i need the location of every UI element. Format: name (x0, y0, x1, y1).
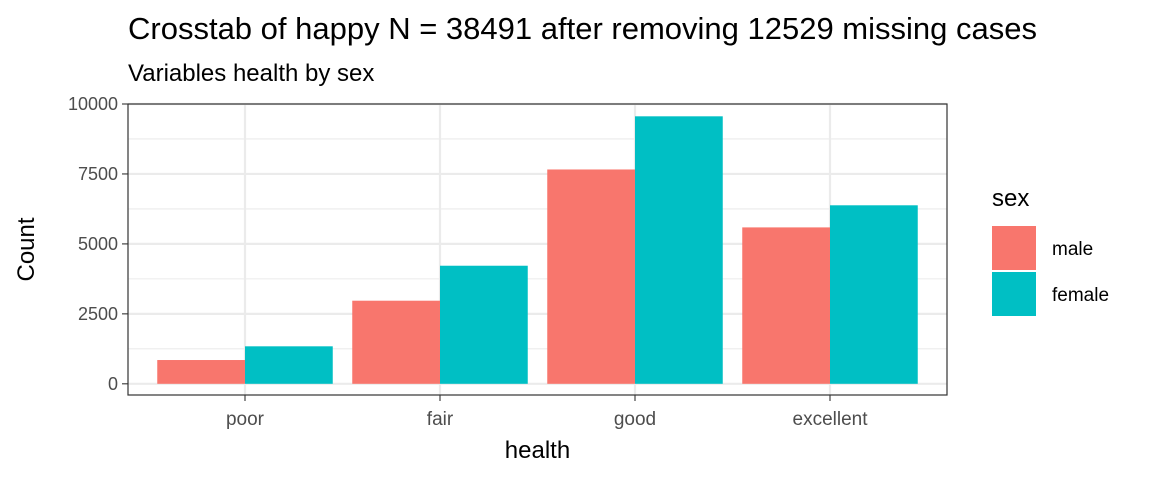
legend-label-female: female (1052, 285, 1109, 306)
legend-key-female (992, 272, 1036, 316)
chart-title: Crosstab of happy N = 38491 after removi… (128, 11, 1037, 46)
bar-male-excellent (742, 227, 830, 384)
y-tick-label: 10000 (68, 94, 118, 114)
x-tick-label: good (614, 409, 656, 430)
legend-label-male: male (1052, 239, 1093, 260)
x-axis-title: health (505, 437, 570, 464)
x-tick-label: excellent (793, 409, 869, 430)
chart-subtitle: Variables health by sex (128, 60, 375, 87)
bar-male-fair (352, 300, 440, 384)
y-tick-label: 2500 (78, 304, 118, 324)
bar-female-fair (440, 265, 528, 384)
bar-female-excellent (830, 205, 918, 384)
x-tick-label: fair (427, 409, 454, 430)
legend: sex male female (992, 185, 1109, 316)
x-tick-label: poor (226, 409, 265, 430)
panel-border (127, 103, 948, 396)
bars (157, 116, 918, 384)
legend-title: sex (992, 185, 1029, 212)
bar-female-poor (245, 346, 333, 384)
bar-female-good (635, 116, 723, 384)
bar-male-poor (157, 360, 245, 384)
y-axis-title: Count (13, 217, 40, 281)
y-tick-label: 7500 (78, 164, 118, 184)
y-tick-label: 0 (108, 374, 118, 394)
axes: 0 2500 5000 7500 10000 poor fair good excellent (68, 94, 868, 430)
y-tick-label: 5000 (78, 234, 118, 254)
bar-male-good (547, 169, 635, 384)
legend-key-male (992, 226, 1036, 270)
